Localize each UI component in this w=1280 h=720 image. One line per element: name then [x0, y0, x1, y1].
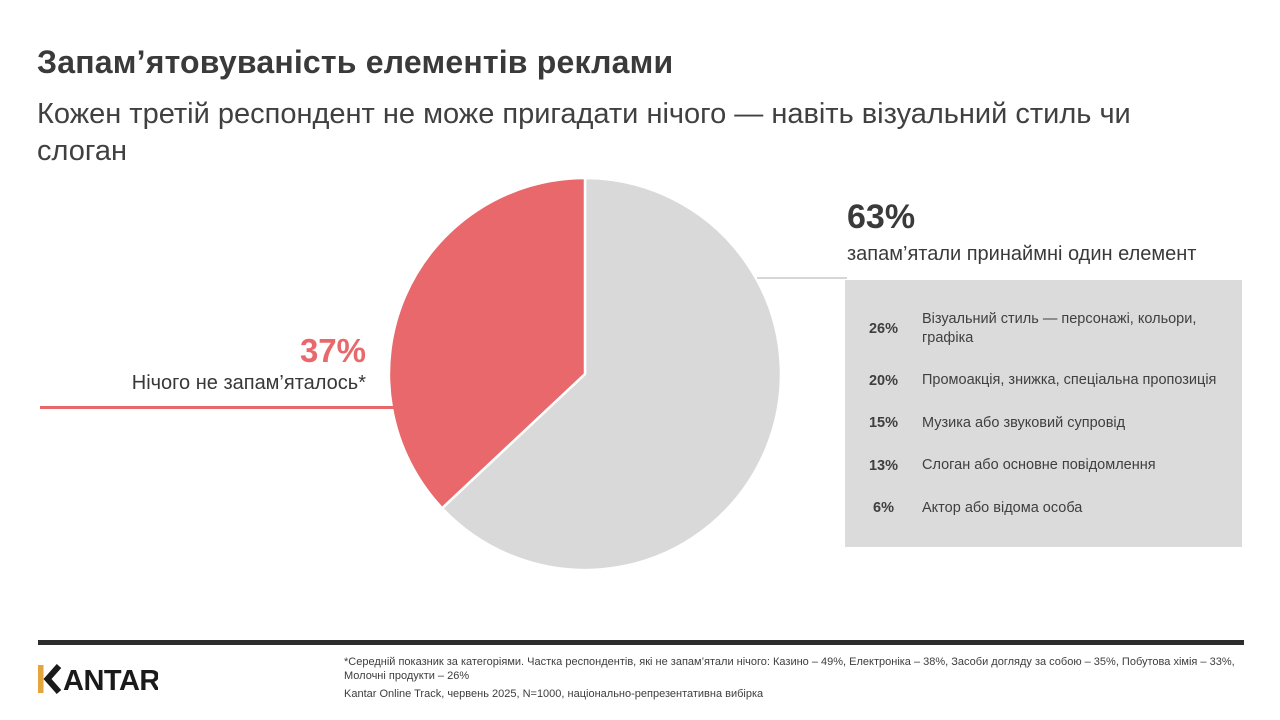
- leader-line-right: [757, 277, 847, 279]
- breakdown-row: 20% Промоакція, знижка, спеціальна пропо…: [845, 371, 1242, 390]
- callout-nothing-value: 37%: [299, 332, 366, 369]
- logo-k-chevron: [43, 664, 62, 694]
- breakdown-row: 6% Актор або відома особа: [845, 499, 1242, 518]
- callout-nothing-label: Нічого не запам’яталось*: [131, 371, 366, 394]
- callout-remembered: 63% запам’ятали принаймні один елемент: [847, 200, 1196, 266]
- callout-remembered-value: 63%: [847, 198, 916, 236]
- breakdown-percent: 13%: [868, 457, 899, 474]
- pie-slice-remembered: [440, 176, 783, 572]
- breakdown-row: 13% Слоган або основне повідомлення: [845, 456, 1242, 475]
- footer-divider: [38, 640, 1244, 645]
- breakdown-label: Промоакція, знижка, спеціальна пропозиці…: [922, 372, 1217, 388]
- page-subtitle: Кожен третій респондент не може пригадат…: [37, 98, 1131, 167]
- breakdown-label: Візуальний стиль — персонажі, кольори, г…: [922, 310, 1197, 346]
- breakdown-row: 15% Музика або звуковий супровід: [845, 414, 1242, 433]
- breakdown-label: Музика або звуковий супровід: [922, 414, 1126, 431]
- breakdown-row: 26% Візуальний стиль — персонажі, кольор…: [845, 310, 1242, 348]
- logo-k-stem: [38, 665, 44, 693]
- breakdown-box: 26% Візуальний стиль — персонажі, кольор…: [845, 280, 1242, 547]
- footnote-line-1: *Середній показник за категоріями. Частк…: [344, 656, 1235, 668]
- leader-line-left: [40, 406, 394, 409]
- logo-rest-text: ANTAR: [63, 665, 158, 696]
- breakdown-label: Слоган або основне повідомлення: [922, 457, 1156, 473]
- footnote: *Середній показник за категоріями. Частк…: [344, 656, 1235, 702]
- page-title: Запам’ятовуваність елементів реклами: [37, 44, 674, 80]
- footnote-line-3: Kantar Online Track, червень 2025, N=100…: [344, 688, 764, 700]
- kantar-logo: ANTAR: [38, 664, 158, 696]
- footnote-line-2: Молочні продукти – 26%: [344, 669, 470, 682]
- breakdown-percent: 26%: [868, 320, 899, 337]
- breakdown-percent: 15%: [868, 415, 899, 431]
- pie-slice-nothing: [387, 176, 587, 510]
- callout-nothing: 37% Нічого не запам’яталось*: [40, 332, 366, 395]
- breakdown-label: Актор або відома особа: [922, 499, 1083, 516]
- breakdown-percent: 20%: [868, 372, 899, 389]
- breakdown-percent: 6%: [873, 500, 894, 516]
- pie-chart: [387, 176, 783, 572]
- callout-remembered-label: запам’ятали принаймні один елемент: [847, 243, 1197, 265]
